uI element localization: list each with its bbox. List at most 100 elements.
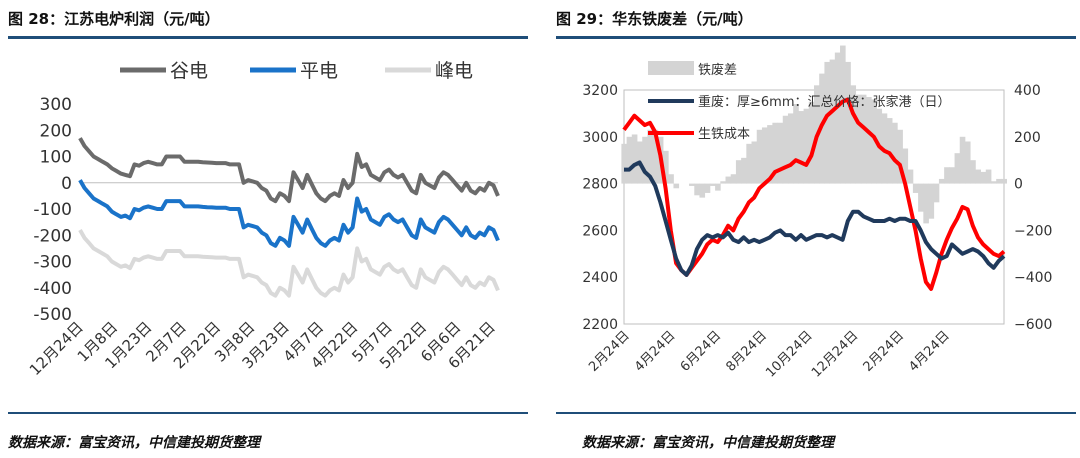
area-bar-铁废差 — [975, 169, 981, 184]
area-bar-铁废差 — [709, 183, 716, 186]
area-bar-铁废差 — [928, 183, 935, 219]
area-bar-铁废差 — [923, 183, 929, 224]
area-bar-铁废差 — [897, 129, 903, 184]
left-figure-title: 图 28：江苏电炉利润（元/吨） — [8, 10, 220, 28]
right-bottom-rule — [556, 412, 1076, 414]
y-tick-label: 300 — [40, 95, 72, 115]
area-bar-铁废差 — [647, 129, 654, 184]
y-tick-label: -400 — [33, 279, 72, 299]
area-bar-铁废差 — [980, 171, 987, 184]
area-bar-铁废差 — [964, 141, 971, 184]
area-bar-铁废差 — [918, 183, 924, 212]
y-tick-label: 3000 — [582, 130, 618, 146]
area-bar-铁废差 — [767, 125, 773, 184]
area-bar-铁废差 — [663, 150, 669, 184]
line-series-2 — [78, 229, 500, 298]
area-bar-铁废差 — [886, 118, 893, 184]
area-bar-铁废差 — [746, 143, 752, 184]
area-bar-铁废差 — [902, 148, 909, 184]
area-bar-铁废差 — [704, 183, 711, 193]
area-bar-铁废差 — [735, 160, 742, 184]
area-bar-铁废差 — [808, 101, 815, 184]
area-bar-铁废差 — [694, 183, 700, 196]
y2-tick-label: 0 — [1014, 177, 1023, 193]
area-bar-铁废差 — [631, 134, 638, 184]
area-bar-铁废差 — [741, 157, 747, 184]
right-top-rule — [556, 36, 1076, 39]
area-bar-铁废差 — [860, 94, 867, 184]
area-bar-铁废差 — [892, 122, 898, 184]
y-tick-label: 2200 — [582, 317, 618, 333]
area-bar-铁废差 — [850, 85, 857, 184]
area-bar-铁废差 — [834, 52, 841, 184]
area-bar-铁废差 — [761, 127, 768, 184]
right-figure: 图 29：华东铁废差（元/吨） 3200 3000 2800 2600 2400 2200… — [540, 0, 1080, 458]
right-figure-title: 图 29：华东铁废差（元/吨） — [556, 10, 753, 28]
area-bar-铁废差 — [855, 94, 862, 184]
y2-tick-label: 400 — [1014, 83, 1041, 99]
area-bar-铁废差 — [824, 61, 831, 184]
x-tick-label: 12月24日 — [809, 328, 861, 380]
legend-label: 峰电 — [435, 60, 473, 82]
legend-label: 平电 — [300, 60, 338, 82]
y2-tick-label: −600 — [1014, 317, 1052, 333]
legend-label: 重废：厚≥6mm：汇总价格：张家港（日） — [698, 94, 951, 110]
area-bar-铁废差 — [642, 136, 648, 184]
area-bar-铁废差 — [871, 99, 877, 184]
y-tick-label: -300 — [33, 253, 72, 273]
y-tick-label: 100 — [40, 148, 72, 168]
area-bar-铁废差 — [751, 141, 758, 184]
area-bar-铁废差 — [970, 160, 976, 184]
area-bar-铁废差 — [715, 183, 721, 191]
area-bar-铁废差 — [725, 176, 732, 184]
area-bar-铁废差 — [996, 178, 1002, 184]
area-bar-铁废差 — [933, 183, 940, 203]
x-tick-label: 10月24日 — [763, 328, 815, 380]
area-bar-铁废差 — [990, 181, 997, 184]
y-tick-label: 200 — [40, 121, 72, 141]
area-bar-铁废差 — [803, 108, 810, 184]
legend-label: 谷电 — [170, 60, 208, 82]
left-source-note: 数据来源：富宝资讯，中信建投期货整理 — [8, 435, 260, 451]
area-bar-铁废差 — [907, 169, 914, 184]
area-bar-铁废差 — [699, 183, 706, 198]
line-series-1 — [78, 179, 500, 248]
y2-tick-label: −400 — [1014, 270, 1052, 286]
left-top-rule — [8, 36, 528, 39]
area-bar-铁废差 — [626, 136, 633, 184]
area-bar-铁废差 — [954, 153, 961, 184]
area-bar-铁废差 — [912, 183, 919, 193]
line-series-0 — [624, 160, 1006, 277]
x-tick-label: 4月24日 — [906, 328, 953, 375]
y2-tick-label: 200 — [1014, 130, 1041, 146]
area-bar-铁废差 — [782, 115, 789, 184]
right-chart: 3200 3000 2800 2600 2400 2200 400 200 0 −200 −400 −… — [582, 45, 1052, 381]
area-bar-铁废差 — [798, 111, 804, 184]
y-tick-label: -200 — [33, 226, 72, 246]
area-bar-铁废差 — [689, 183, 695, 186]
right-source-note: 数据来源：富宝资讯，中信建投期货整理 — [582, 435, 834, 451]
y-tick-label: 0 — [61, 174, 72, 194]
area-bar-铁废差 — [772, 122, 778, 184]
area-bar-铁废差 — [829, 59, 836, 184]
x-tick-label: 8月24日 — [723, 328, 770, 375]
x-tick-label: 2月24日 — [586, 328, 633, 375]
y-tick-label: 3200 — [582, 83, 618, 99]
left-bottom-rule — [8, 412, 528, 414]
x-tick-label: 4月24日 — [632, 328, 679, 375]
x-tick-label: 6月24日 — [678, 328, 725, 375]
area-bar-铁废差 — [949, 167, 955, 184]
area-bar-铁废差 — [652, 129, 659, 184]
y-tick-label: 2600 — [582, 223, 618, 239]
line-series-0 — [78, 137, 500, 204]
area-bar-铁废差 — [959, 136, 966, 184]
area-bar-铁废差 — [845, 61, 851, 184]
left-figure: 图 28：江苏电炉利润（元/吨） 300 200 100 0 -100 -200 -300 -… — [8, 10, 528, 451]
area-bar-铁废差 — [720, 181, 726, 184]
area-bar-铁废差 — [840, 45, 846, 184]
legend-swatch — [648, 61, 694, 75]
left-chart: 3002001000-100-200-300-400-50012月24日1月8日… — [26, 60, 500, 379]
area-bar-铁废差 — [985, 169, 992, 184]
area-bar-铁废差 — [621, 143, 628, 184]
y-tick-label: -100 — [33, 200, 72, 220]
